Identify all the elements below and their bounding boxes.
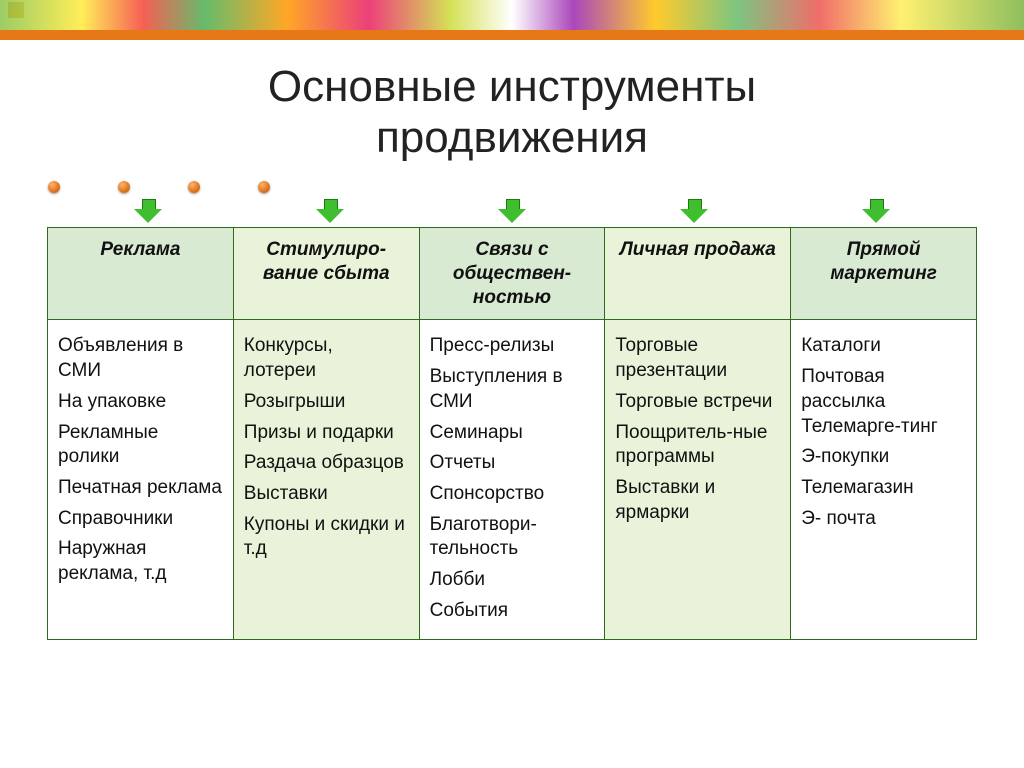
decorative-top-strip xyxy=(0,0,1024,30)
table-body-row: Объявления в СМИ На упаковке Рекламные рол… xyxy=(48,320,977,640)
list-item: Торговые презентации xyxy=(615,334,780,383)
col-header: Реклама xyxy=(48,228,234,320)
table-cell: Пресс-релизы Выступления в СМИ Семинары Отч… xyxy=(419,320,605,640)
list-item: Наружная реклама, т.д xyxy=(58,537,223,586)
title-line-2: продвижения xyxy=(376,113,648,162)
bullet-dot xyxy=(258,181,270,193)
bullet-dot xyxy=(48,181,60,193)
col-header: Личная продажа xyxy=(605,228,791,320)
list-item: Справочники xyxy=(58,507,223,532)
bullet-dot xyxy=(188,181,200,193)
list-item: Выставки и ярмарки xyxy=(615,476,780,525)
list-item: Раздача образцов xyxy=(244,451,409,476)
list-item: Телемагазин xyxy=(801,476,966,501)
list-item: Розыгрыши xyxy=(244,390,409,415)
list-item: Лобби xyxy=(430,568,595,593)
list-item: Рекламные ролики xyxy=(58,421,223,470)
bullet-row xyxy=(48,181,1024,195)
list-item: Отчеты xyxy=(430,451,595,476)
arrow-down-icon xyxy=(680,199,708,225)
list-item: Э- почта xyxy=(801,507,966,532)
col-header: Стимулиро-вание сбыта xyxy=(233,228,419,320)
table-cell: Объявления в СМИ На упаковке Рекламные рол… xyxy=(48,320,234,640)
list-item: Пресс-релизы xyxy=(430,334,595,359)
arrow-down-icon xyxy=(862,199,890,225)
list-item: Почтовая рассылка Телемарге-тинг xyxy=(801,365,966,439)
promotion-table: Реклама Стимулиро-вание сбыта Связи с об… xyxy=(47,227,977,640)
arrows-row xyxy=(47,199,977,225)
list-item: Выставки xyxy=(244,482,409,507)
page-title: Основные инструменты продвижения xyxy=(0,62,1024,163)
list-item: Спонсорство xyxy=(430,482,595,507)
list-item: Печатная реклама xyxy=(58,476,223,501)
list-item: Поощритель-ные программы xyxy=(615,421,780,470)
arrow-down-icon xyxy=(134,199,162,225)
list-item: На упаковке xyxy=(58,390,223,415)
list-item: События xyxy=(430,599,595,624)
arrow-down-icon xyxy=(316,199,344,225)
list-item: Каталоги xyxy=(801,334,966,359)
title-line-1: Основные инструменты xyxy=(268,62,756,111)
list-item: Выступления в СМИ xyxy=(430,365,595,414)
list-item: Конкурсы, лотереи xyxy=(244,334,409,383)
bullet-dot xyxy=(118,181,130,193)
list-item: Торговые встречи xyxy=(615,390,780,415)
list-item: Благотвори-тельность xyxy=(430,513,595,562)
col-header: Прямой маркетинг xyxy=(791,228,977,320)
table-cell: Торговые презентации Торговые встречи Поощ… xyxy=(605,320,791,640)
list-item: Объявления в СМИ xyxy=(58,334,223,383)
table-cell: Конкурсы, лотереи Розыгрыши Призы и подарк… xyxy=(233,320,419,640)
col-header: Связи с обществен-ностью xyxy=(419,228,605,320)
accent-bar xyxy=(0,30,1024,40)
table-header-row: Реклама Стимулиро-вание сбыта Связи с об… xyxy=(48,228,977,320)
list-item: Купоны и скидки и т.д xyxy=(244,513,409,562)
list-item: Э-покупки xyxy=(801,445,966,470)
list-item: Призы и подарки xyxy=(244,421,409,446)
table-cell: Каталоги Почтовая рассылка Телемарге-тинг… xyxy=(791,320,977,640)
list-item: Семинары xyxy=(430,421,595,446)
arrow-down-icon xyxy=(498,199,526,225)
